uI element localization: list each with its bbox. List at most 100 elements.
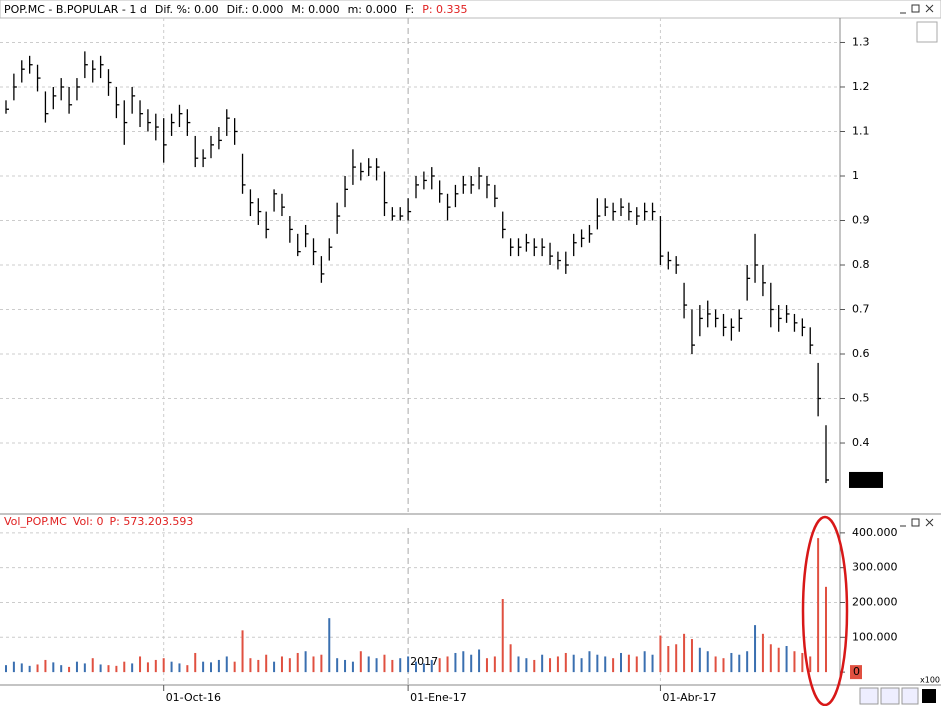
volume-bar — [20, 663, 23, 673]
close-icon[interactable] — [925, 4, 934, 13]
y-tick-label: 300.000 — [852, 561, 898, 574]
volume-bar — [422, 663, 425, 673]
save-button[interactable] — [880, 687, 900, 705]
maximize-icon[interactable] — [911, 4, 920, 13]
y-tick-label: 200.000 — [852, 595, 898, 608]
header-field: P: 0.335 — [422, 3, 467, 16]
volume-bar — [564, 652, 567, 673]
volume-bar — [383, 654, 386, 673]
volume-bar — [280, 656, 283, 673]
volume-bar — [525, 658, 528, 673]
volume-bar — [265, 654, 268, 673]
volume-bar — [612, 658, 615, 673]
header-field: P: 573.203.593 — [110, 515, 194, 528]
y-tick-label: 0.5 — [852, 392, 870, 405]
volume-bar — [5, 665, 7, 673]
volume-bar — [754, 625, 757, 673]
header-field: Dif. %: 0.00 — [155, 3, 219, 16]
volume-bar — [501, 599, 504, 673]
volume-bar — [68, 666, 71, 673]
x-tick-label: 01-Abr-17 — [662, 691, 716, 704]
header-field: m: 0.000 — [348, 3, 397, 16]
volume-bar — [604, 656, 607, 673]
volume-bar — [162, 658, 165, 673]
volume-bar — [131, 663, 134, 673]
volume-bar — [407, 656, 410, 673]
volume-bar — [178, 663, 181, 673]
scroll-button[interactable] — [859, 687, 879, 705]
volume-bar — [825, 586, 827, 673]
volume-bar — [509, 644, 512, 673]
volume-bar — [698, 647, 701, 673]
close-icon[interactable] — [925, 518, 934, 527]
zero-label-box — [850, 665, 862, 680]
volume-bar — [320, 654, 323, 673]
volume-bar — [415, 661, 417, 673]
volume-bar — [470, 654, 473, 673]
volume-bar — [75, 661, 78, 673]
volume-bar — [391, 659, 394, 673]
volume-bar — [651, 654, 654, 673]
volume-bar — [706, 651, 709, 673]
volume-bar — [430, 659, 433, 673]
volume-bar — [312, 656, 315, 673]
volume-bar — [627, 654, 630, 673]
volume-bar — [683, 633, 686, 673]
y-tick-label: 1 — [852, 169, 859, 182]
header-field: M: 0.000 — [291, 3, 339, 16]
volume-bar — [52, 662, 55, 673]
volume-bar — [714, 656, 717, 673]
volume-bar — [107, 665, 110, 673]
volume-bar — [99, 664, 102, 673]
y-tick-label: 1.3 — [852, 35, 870, 48]
volume-bar — [588, 651, 591, 673]
volume-bar — [454, 652, 457, 673]
header-field: POP.MC - B.POPULAR - 1 d — [4, 3, 147, 16]
volume-bar — [793, 651, 796, 673]
window-controls[interactable] — [859, 4, 938, 705]
volume-bar — [249, 658, 252, 673]
volume-bar — [635, 656, 638, 673]
volume-bar — [533, 659, 536, 673]
volume-bar — [241, 630, 244, 673]
y-tick-label: 0.4 — [852, 436, 870, 449]
volume-bar — [186, 665, 189, 673]
volume-bar — [399, 658, 402, 673]
volume-bar — [28, 665, 31, 673]
volume-bar — [288, 658, 291, 673]
volume-bar — [375, 658, 378, 673]
maximize-icon[interactable] — [911, 518, 920, 527]
volume-bar — [233, 661, 236, 673]
y-tick-label: 0 — [853, 665, 860, 678]
volume-bar — [438, 658, 441, 673]
volume-bar — [225, 656, 228, 673]
color-button[interactable] — [922, 689, 936, 703]
volume-bar — [738, 654, 741, 673]
volume-bar — [146, 662, 149, 673]
header-field: Vol_POP.MC — [4, 515, 67, 528]
volume-bar — [446, 656, 449, 673]
volume-bar — [643, 651, 646, 673]
panel-button[interactable] — [916, 21, 938, 43]
volume-bar — [257, 659, 260, 673]
volume-bar — [36, 664, 39, 673]
volume-bar — [359, 651, 362, 673]
volume-bar — [761, 633, 764, 673]
volume-bar — [60, 665, 63, 673]
volume-bar — [493, 656, 496, 673]
price-header: POP.MC - B.POPULAR - 1 d Dif. %: 0.00 Dif.… — [4, 3, 468, 16]
volume-bar — [596, 654, 599, 673]
y-tick-label: 100.000 — [852, 630, 898, 643]
volume-bar — [351, 661, 354, 673]
y-tick-label: 400.000 — [852, 526, 898, 539]
y-tick-label: 0.6 — [852, 347, 870, 360]
y-tick-label: 1.1 — [852, 124, 870, 137]
pin-button[interactable] — [901, 687, 919, 705]
y-tick-label: 0.9 — [852, 213, 870, 226]
volume-bar — [367, 656, 370, 673]
volume-bar — [462, 651, 465, 673]
volume-bar — [777, 647, 780, 673]
x-tick-label: 01-Oct-16 — [166, 691, 221, 704]
volume-bar — [154, 659, 157, 673]
